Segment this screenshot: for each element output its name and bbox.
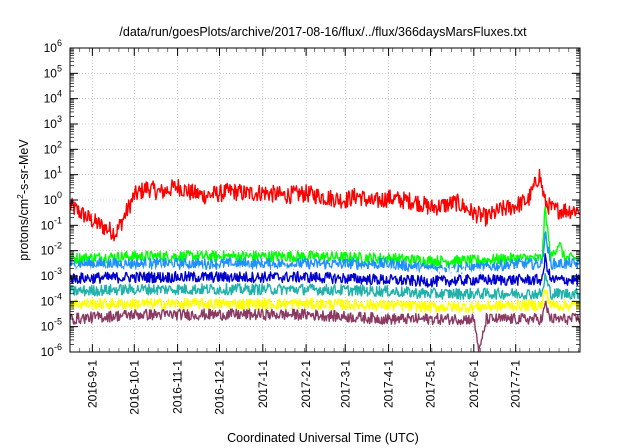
- y-axis-label: protons/cm2-s-sr-MeV: [15, 139, 31, 261]
- series-line-5: [69, 253, 581, 288]
- series-line-8: [69, 300, 581, 353]
- x-tick-label: 2016-12-1: [213, 360, 227, 415]
- y-tick-label: 10-1: [41, 215, 62, 232]
- y-tick-label: 10-6: [41, 342, 62, 359]
- x-tick-label: 2017-6-1: [467, 360, 481, 408]
- x-tick-label: 2017-3-1: [338, 360, 352, 408]
- x-tick-label: 2016-10-1: [127, 360, 141, 415]
- series-line-7: [69, 289, 581, 314]
- x-tick-label: 2016-9-1: [85, 360, 99, 408]
- y-tick-label: 106: [44, 38, 62, 55]
- x-tick-label: 2016-11-1: [171, 360, 185, 414]
- y-tick-label: 10-3: [41, 266, 62, 283]
- series-line-3: [69, 231, 581, 275]
- y-tick-label: 103: [44, 114, 62, 131]
- series-line-6: [69, 272, 581, 300]
- y-tick-labels: 106 105 104 103 102 101 100 10-1 10-2 10-3 10-4 10-…: [41, 38, 62, 359]
- y-tick-label: 105: [44, 63, 62, 80]
- y-tick-label: 101: [44, 165, 62, 182]
- tick-marks: [69, 47, 580, 353]
- y-tick-label: 10-4: [41, 291, 62, 308]
- y-tick-label: 10-5: [41, 317, 62, 334]
- x-tick-labels: 2016-9-1 2016-10-1 2016-11-1 2016-12-1 2017-…: [85, 360, 522, 415]
- x-tick-label: 2017-7-1: [509, 360, 523, 408]
- y-tick-label: 100: [44, 190, 62, 207]
- x-axis-label: Coordinated Universal Time (UTC): [227, 431, 419, 445]
- series-line-2: [69, 206, 581, 267]
- y-tick-label: 102: [44, 139, 62, 156]
- chart-title: /data/run/goesPlots/archive/2017-08-16/f…: [119, 25, 527, 39]
- y-tick-label: 104: [44, 89, 62, 106]
- x-tick-label: 2017-1-1: [256, 360, 270, 408]
- series-layer: [69, 168, 581, 353]
- y-tick-label: 10-2: [41, 241, 62, 258]
- x-tick-label: 2017-2-1: [299, 360, 313, 408]
- x-tick-label: 2017-4-1: [382, 360, 396, 408]
- x-tick-label: 2017-5-1: [423, 360, 437, 408]
- series-line-1: [69, 168, 581, 242]
